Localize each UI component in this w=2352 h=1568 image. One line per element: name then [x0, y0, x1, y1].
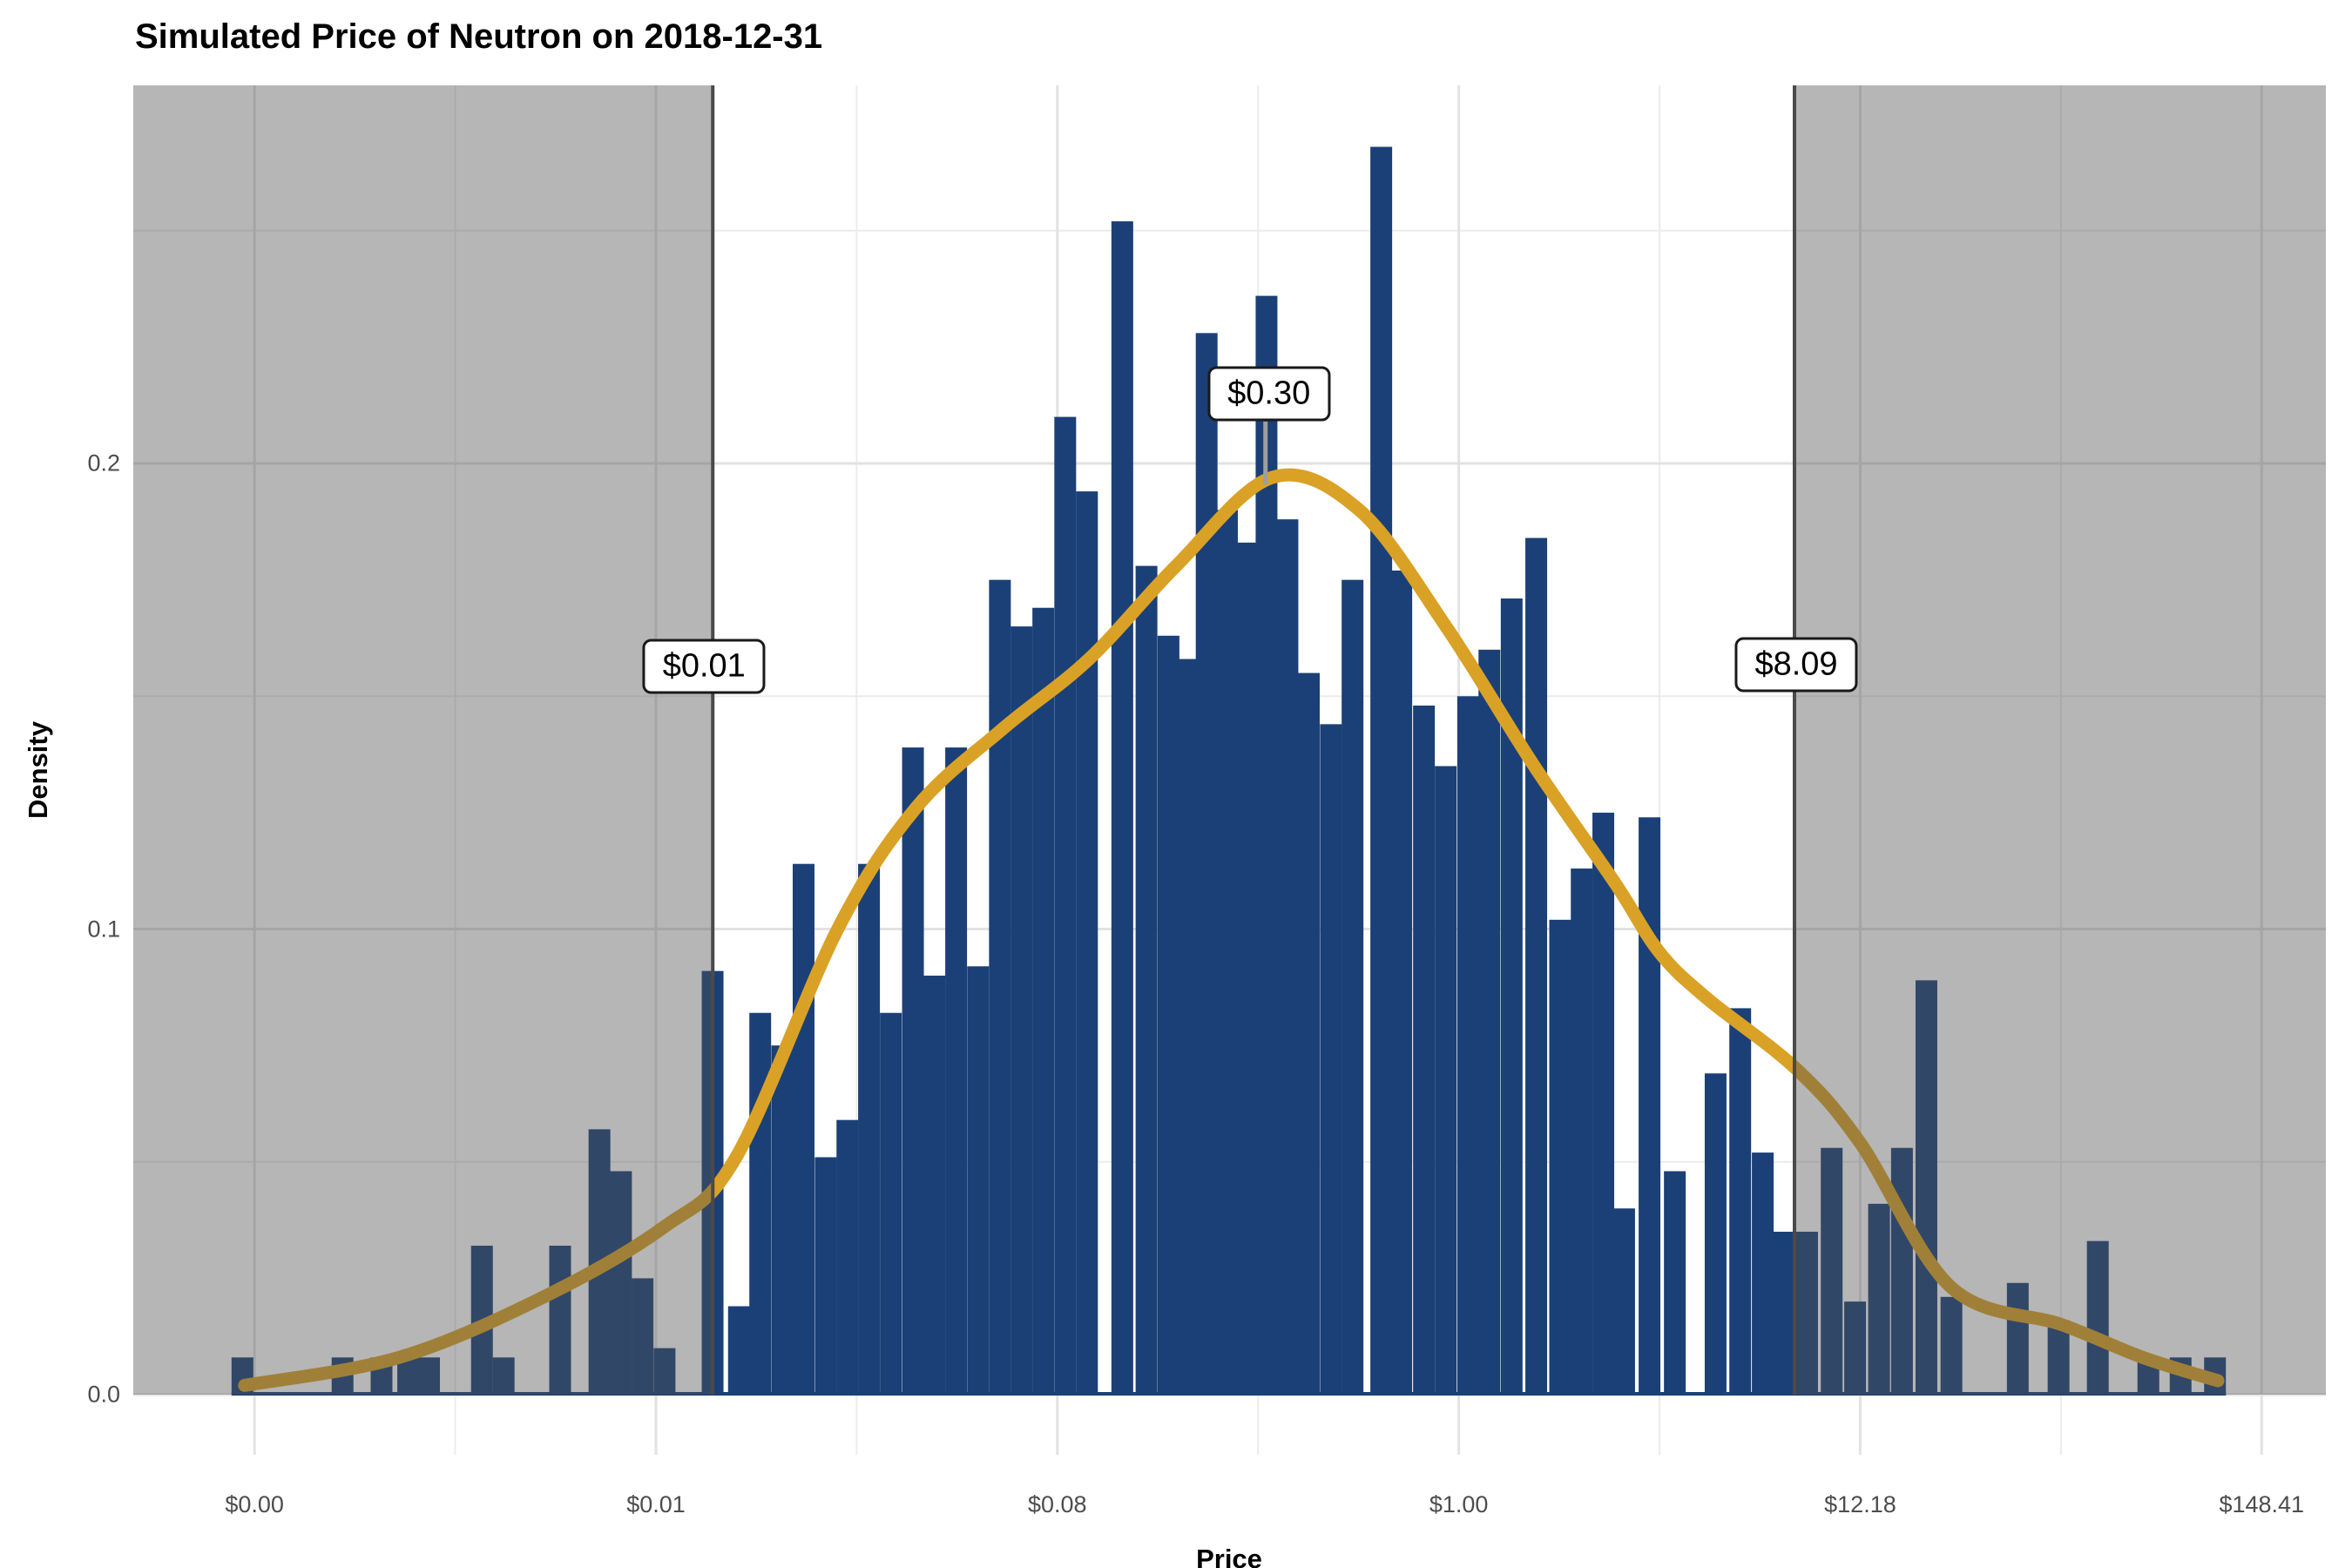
histogram-bar	[1435, 766, 1457, 1395]
histogram-bar	[1844, 1301, 1867, 1395]
histogram-bar	[836, 1119, 859, 1395]
y-tick-label: 0.2	[87, 449, 120, 476]
histogram-bar	[1664, 1171, 1686, 1395]
histogram-bar	[1612, 1208, 1635, 1395]
histogram-bar	[1639, 817, 1661, 1395]
histogram-bar	[1111, 221, 1133, 1396]
histogram-bar	[1342, 579, 1364, 1395]
histogram-bar	[1032, 607, 1055, 1395]
histogram-bar	[1478, 649, 1501, 1395]
histogram-bar	[1215, 510, 1238, 1395]
histogram-bar	[1592, 812, 1615, 1395]
histogram-bar	[1370, 146, 1393, 1396]
density-curve	[238, 468, 2225, 1392]
histogram-bar	[1915, 980, 1937, 1395]
histogram-bar	[1525, 537, 1548, 1395]
histogram-bar	[967, 966, 990, 1395]
x-tick-label: $12.18	[1824, 1491, 1896, 1517]
histogram-bar	[492, 1357, 515, 1395]
x-axis-title: Price	[1196, 1544, 1262, 1568]
histogram-bar	[923, 975, 946, 1395]
histogram-bar	[1773, 1231, 1795, 1395]
histogram-bar	[989, 579, 1011, 1395]
chart-title: Simulated Price of Neutron on 2018-12-31	[135, 17, 823, 56]
y-tick-label: 0.0	[87, 1381, 120, 1408]
histogram-bar	[1195, 333, 1218, 1396]
histogram-bar	[880, 1012, 902, 1395]
histogram-bar	[1821, 1147, 1843, 1395]
histogram-bar	[1456, 696, 1479, 1395]
histogram-bar	[1390, 570, 1413, 1395]
histogram-bar	[814, 1157, 837, 1395]
histogram-bar	[1549, 919, 1571, 1395]
x-tick-label: $1.00	[1429, 1491, 1489, 1517]
histogram-bar	[1729, 1008, 1752, 1395]
histogram-bar	[418, 1357, 441, 1395]
x-tick-label: $0.00	[225, 1491, 284, 1517]
left-exclusion-band	[133, 85, 713, 1395]
histogram-bar	[1235, 542, 1258, 1395]
histogram-bar	[1297, 672, 1320, 1395]
histogram-bar	[792, 863, 814, 1395]
histogram-bar	[632, 1278, 654, 1395]
histogram-bar	[727, 1306, 750, 1395]
ci-lower-label: $0.01	[642, 639, 766, 694]
histogram-bar	[1571, 868, 1593, 1395]
histogram-bar	[2086, 1240, 2109, 1395]
y-tick-label: 0.1	[87, 916, 120, 943]
histogram-bar	[1010, 626, 1033, 1395]
median-label: $0.30	[1207, 366, 1331, 422]
histogram-bar	[1135, 565, 1158, 1395]
histogram-bar	[1054, 416, 1077, 1395]
x-tick-label: $0.01	[626, 1491, 686, 1517]
histogram-bar	[1276, 519, 1299, 1395]
histogram-bar	[749, 1012, 772, 1395]
histogram-bar	[858, 863, 881, 1395]
histogram-bar	[1795, 1231, 1818, 1395]
histogram-bar	[1413, 705, 1436, 1395]
histogram-bar	[902, 747, 924, 1395]
histogram-bar	[610, 1171, 632, 1395]
histogram-bar	[1076, 491, 1098, 1396]
histogram-bar	[1940, 1296, 1963, 1395]
histogram-bar	[1868, 1203, 1890, 1395]
y-axis-title: Density	[23, 721, 53, 819]
histogram-baseline	[231, 1392, 2227, 1396]
histogram-bar	[771, 1045, 794, 1395]
histogram-bar	[1174, 659, 1197, 1395]
histogram-bar	[653, 1348, 676, 1395]
x-tick-label: $0.08	[1028, 1491, 1087, 1517]
histogram-bar	[1704, 1073, 1727, 1395]
histogram-bar	[549, 1246, 571, 1395]
histogram-bar	[1320, 724, 1342, 1395]
ci-upper-label: $8.09	[1734, 637, 1858, 693]
x-tick-label: $148.41	[2219, 1491, 2305, 1517]
histogram-bar	[945, 747, 968, 1395]
histogram-bar	[1752, 1152, 1774, 1395]
histogram-bar	[2006, 1282, 2029, 1395]
right-exclusion-band	[1794, 85, 2326, 1395]
